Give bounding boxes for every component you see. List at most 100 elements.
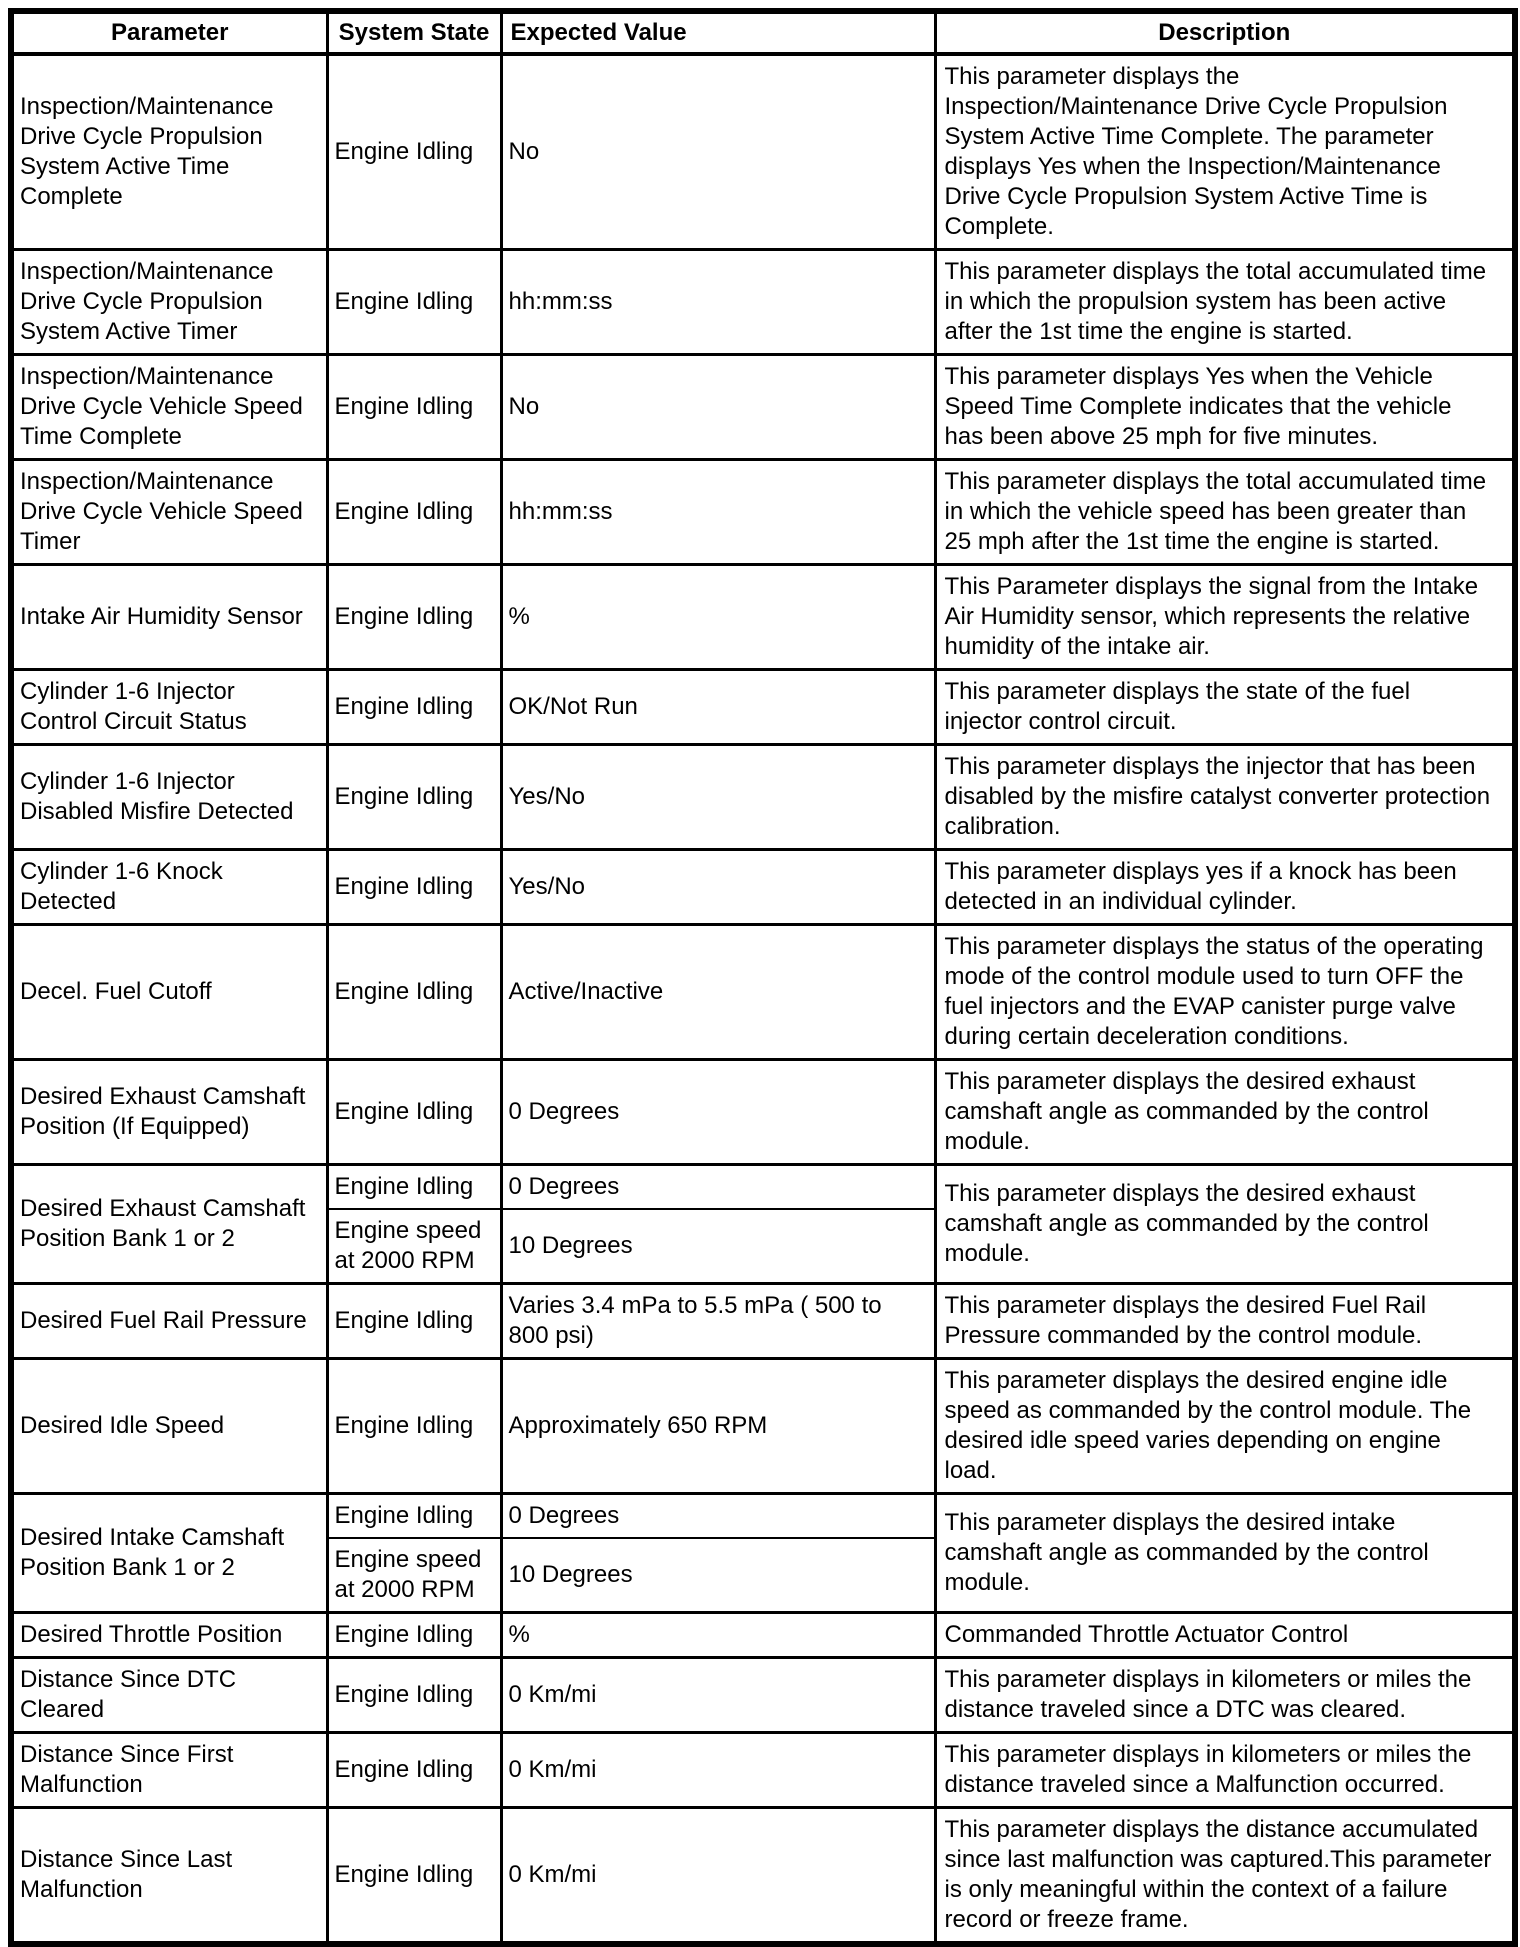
parameter-cell: Distance Since Last Malfunction (9, 1806, 329, 1946)
table-row: Engine speed at 2000 RPM 10 Degrees (11, 1537, 1515, 1614)
expected-value-cell: 0 Km/mi (499, 1806, 937, 1946)
column-header-parameter: Parameter (9, 9, 329, 56)
table-row: Distance Since DTC Cleared Engine Idling 0… (9, 1656, 1517, 1734)
system-state-cell: Engine Idling (325, 353, 503, 461)
parameter-cell: Desired Exhaust Camshaft Position (If Eq… (9, 1058, 329, 1166)
table-row: Desired Idle Speed Engine Idling Approxima… (9, 1357, 1517, 1495)
column-header-expected-value: Expected Value (499, 9, 937, 56)
expected-value-cell: 10 Degrees (499, 1208, 937, 1285)
description-cell: This parameter displays Yes when the Veh… (933, 353, 1517, 461)
system-state-cell: Engine Idling (325, 1611, 503, 1659)
system-state-cell: Engine Idling (325, 248, 503, 356)
parameter-cell: Cylinder 1-6 Knock Detected (9, 848, 329, 926)
description-cell: This parameter displays the distance acc… (933, 1806, 1517, 1946)
table-row: Desired Exhaust Camshaft Position Bank 1… (9, 1163, 1517, 1285)
table-row: Inspection/Maintenance Drive Cycle Propu… (9, 248, 1517, 356)
expected-value-cell: 0 Degrees (499, 1058, 937, 1166)
parameter-cell: Decel. Fuel Cutoff (9, 923, 329, 1061)
table-row: Decel. Fuel Cutoff Engine Idling Active/In… (9, 923, 1517, 1061)
parameter-cell: Inspection/Maintenance Drive Cycle Vehic… (9, 458, 329, 566)
expected-value-cell: Varies 3.4 mPa to 5.5 mPa ( 500 to 800 p… (499, 1282, 937, 1360)
parameter-cell: Distance Since First Malfunction (9, 1731, 329, 1809)
system-state-cell: Engine Idling (325, 458, 503, 566)
description-cell: This parameter displays the injector tha… (933, 743, 1517, 851)
expected-value-cell: hh:mm:ss (499, 458, 937, 566)
description-cell: This parameter displays the status of th… (933, 923, 1517, 1061)
expected-value-cell: No (499, 353, 937, 461)
table-row: Inspection/Maintenance Drive Cycle Propu… (9, 52, 1517, 251)
expected-value-cell: Yes/No (499, 743, 937, 851)
description-cell: This parameter displays in kilometers or… (933, 1731, 1517, 1809)
column-header-system-state: System State (325, 9, 503, 56)
expected-value-cell: 10 Degrees (499, 1537, 937, 1614)
parameter-cell: Cylinder 1-6 Injector Control Circuit St… (9, 668, 329, 746)
parameter-cell: Cylinder 1-6 Injector Disabled Misfire D… (9, 743, 329, 851)
system-state-cell: Engine Idling (325, 1731, 503, 1809)
system-state-cell: Engine Idling (325, 1163, 503, 1210)
description-cell: This parameter displays the desired exha… (933, 1163, 1517, 1285)
description-cell: This parameter displays the desired exha… (933, 1058, 1517, 1166)
description-cell: This parameter displays the desired Fuel… (933, 1282, 1517, 1360)
expected-value-cell: OK/Not Run (499, 668, 937, 746)
expected-value-cell: 0 Degrees (499, 1492, 937, 1539)
expected-value-cell: % (499, 1611, 937, 1659)
parameter-cell: Inspection/Maintenance Drive Cycle Propu… (9, 52, 329, 251)
table-row: Inspection/Maintenance Drive Cycle Vehic… (9, 458, 1517, 566)
table-row: Desired Throttle Position Engine Idling% C… (9, 1611, 1517, 1659)
system-state-cell: Engine speed at 2000 RPM (325, 1537, 503, 1614)
parameter-cell: Intake Air Humidity Sensor (9, 563, 329, 671)
parameter-cell: Desired Idle Speed (9, 1357, 329, 1495)
parameter-cell: Desired Exhaust Camshaft Position Bank 1… (9, 1163, 329, 1285)
system-state-cell: Engine Idling (325, 1357, 503, 1495)
table-row: Intake Air Humidity Sensor Engine Idling%… (9, 563, 1517, 671)
system-state-cell: Engine Idling (325, 1282, 503, 1360)
table-row: Desired Intake Camshaft Position Bank 1 … (9, 1492, 1517, 1614)
system-state-cell: Engine Idling (325, 668, 503, 746)
system-state-cell: Engine speed at 2000 RPM (325, 1208, 503, 1285)
description-cell: Commanded Throttle Actuator Control (933, 1611, 1517, 1659)
expected-value-cell: 0 Km/mi (499, 1656, 937, 1734)
system-state-cell: Engine Idling (325, 848, 503, 926)
system-state-cell: Engine Idling (325, 1806, 503, 1946)
description-cell: This parameter displays the total accumu… (933, 458, 1517, 566)
parameter-cell: Desired Intake Camshaft Position Bank 1 … (9, 1492, 329, 1614)
system-state-cell: Engine Idling (325, 1058, 503, 1166)
table-row: Desired Exhaust Camshaft Position (If Eq… (9, 1058, 1517, 1166)
parameter-cell: Inspection/Maintenance Drive Cycle Vehic… (9, 353, 329, 461)
parameter-cell: Desired Throttle Position (9, 1611, 329, 1659)
expected-value-cell: hh:mm:ss (499, 248, 937, 356)
scanned-document-page: Parameter System State Expected Value De… (8, 8, 1518, 1947)
parameter-cell: Distance Since DTC Cleared (9, 1656, 329, 1734)
table-row: Desired Fuel Rail Pressure Engine Idling V… (9, 1282, 1517, 1360)
header-row: Parameter System State Expected Value De… (9, 9, 1517, 56)
table-row: Inspection/Maintenance Drive Cycle Vehic… (9, 353, 1517, 461)
expected-value-cell: 0 Degrees (499, 1163, 937, 1210)
system-state-cell: Engine Idling (325, 1656, 503, 1734)
description-cell: This parameter displays the desired inta… (933, 1492, 1517, 1614)
parameter-cell: Desired Fuel Rail Pressure (9, 1282, 329, 1360)
table-body: Inspection/Maintenance Drive Cycle Propu… (9, 52, 1517, 1946)
expected-value-cell: Active/Inactive (499, 923, 937, 1061)
system-state-cell: Engine Idling (325, 923, 503, 1061)
system-state-cell: Engine Idling (325, 1492, 503, 1539)
table-row: Cylinder 1-6 Injector Disabled Misfire D… (9, 743, 1517, 851)
description-cell: This parameter displays yes if a knock h… (933, 848, 1517, 926)
expected-value-cell: 0 Km/mi (499, 1731, 937, 1809)
system-state-cell: Engine Idling (325, 52, 503, 251)
table-row: Distance Since First Malfunction Engine I… (9, 1731, 1517, 1809)
description-cell: This parameter displays the desired engi… (933, 1357, 1517, 1495)
table-row: Engine speed at 2000 RPM 10 Degrees (11, 1208, 1515, 1285)
expected-value-cell: Approximately 650 RPM (499, 1357, 937, 1495)
expected-value-cell: % (499, 563, 937, 671)
description-cell: This parameter displays the Inspection/M… (933, 52, 1517, 251)
system-state-cell: Engine Idling (325, 743, 503, 851)
parameter-table: Parameter System State Expected Value De… (8, 8, 1518, 1947)
expected-value-cell: No (499, 52, 937, 251)
column-header-description: Description (933, 9, 1517, 56)
description-cell: This parameter displays the total accumu… (933, 248, 1517, 356)
description-cell: This Parameter displays the signal from … (933, 563, 1517, 671)
description-cell: This parameter displays in kilometers or… (933, 1656, 1517, 1734)
expected-value-cell: Yes/No (499, 848, 937, 926)
parameter-cell: Inspection/Maintenance Drive Cycle Propu… (9, 248, 329, 356)
table-row: Cylinder 1-6 Injector Control Circuit St… (9, 668, 1517, 746)
